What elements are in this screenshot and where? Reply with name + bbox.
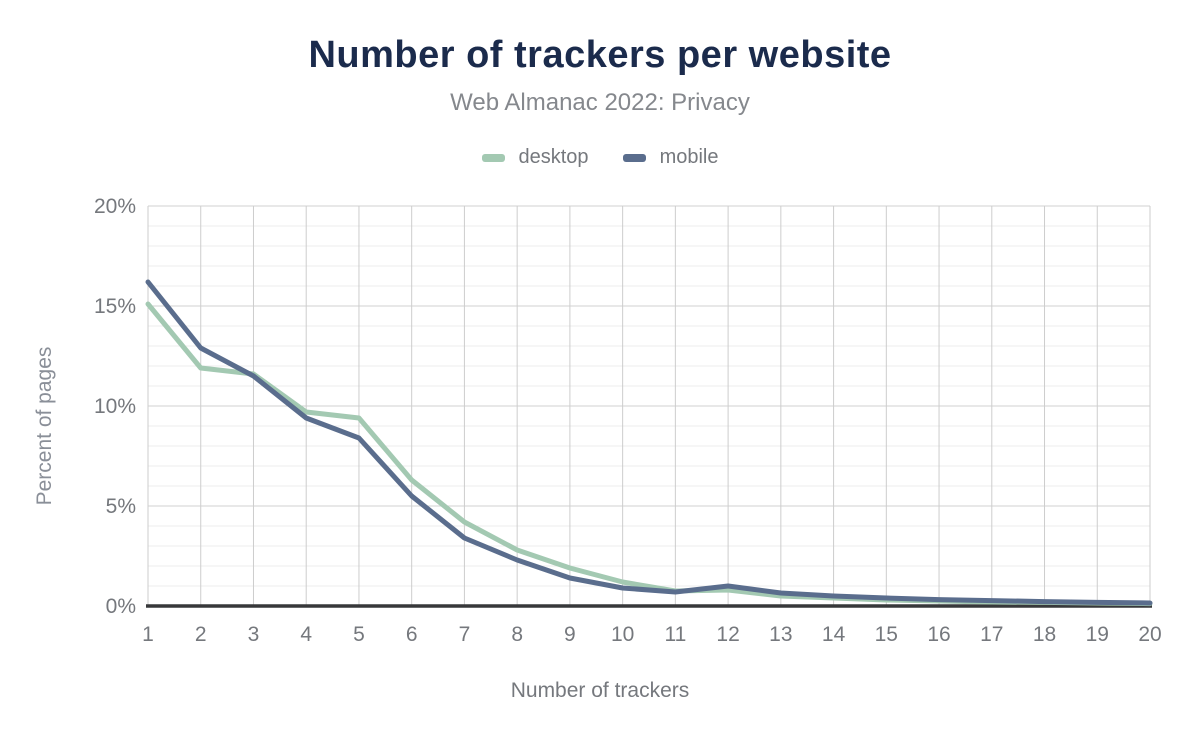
x-tick-label: 3 (248, 623, 260, 646)
y-tick-label: 5% (106, 495, 136, 518)
y-tick-label: 15% (94, 295, 136, 318)
x-tick-label: 12 (716, 623, 739, 646)
x-tick-label: 19 (1086, 623, 1109, 646)
x-tick-label: 13 (769, 623, 792, 646)
y-tick-label: 0% (106, 595, 136, 618)
x-tick-label: 6 (406, 623, 418, 646)
y-tick-label: 10% (94, 395, 136, 418)
x-axis-title: Number of trackers (510, 679, 690, 702)
x-tick-label: 10 (611, 623, 634, 646)
x-tick-label: 7 (459, 623, 471, 646)
legend-label-mobile: mobile (659, 146, 719, 168)
x-tick-label: 20 (1138, 623, 1161, 646)
x-tick-label: 17 (980, 623, 1003, 646)
x-tick-label: 16 (927, 623, 950, 646)
y-tick-label: 20% (94, 195, 136, 218)
legend-item-desktop: desktop (481, 146, 589, 169)
x-tick-label: 18 (1033, 623, 1056, 646)
series-line-mobile (145, 279, 1153, 606)
x-tick-label: 11 (664, 623, 686, 646)
legend-item-mobile: mobile (622, 146, 719, 169)
legend-label-desktop: desktop (518, 146, 589, 168)
x-tick-label: 15 (875, 623, 898, 646)
x-tick-label: 4 (300, 623, 312, 646)
chart-subtitle: Web Almanac 2022: Privacy (450, 89, 750, 116)
x-tick-label: 8 (511, 623, 523, 646)
series-line-desktop (145, 301, 1153, 607)
x-tick-label: 9 (564, 623, 576, 646)
desktop-series-swatch (481, 153, 505, 162)
x-tick-label: 2 (195, 623, 207, 646)
x-tick-label: 1 (142, 623, 154, 646)
x-tick-label: 14 (822, 623, 846, 646)
legend: desktop mobile (0, 146, 1200, 169)
chart-title: Number of trackers per website (308, 34, 892, 76)
mobile-series-swatch (622, 153, 646, 162)
x-tick-label: 5 (353, 623, 365, 646)
